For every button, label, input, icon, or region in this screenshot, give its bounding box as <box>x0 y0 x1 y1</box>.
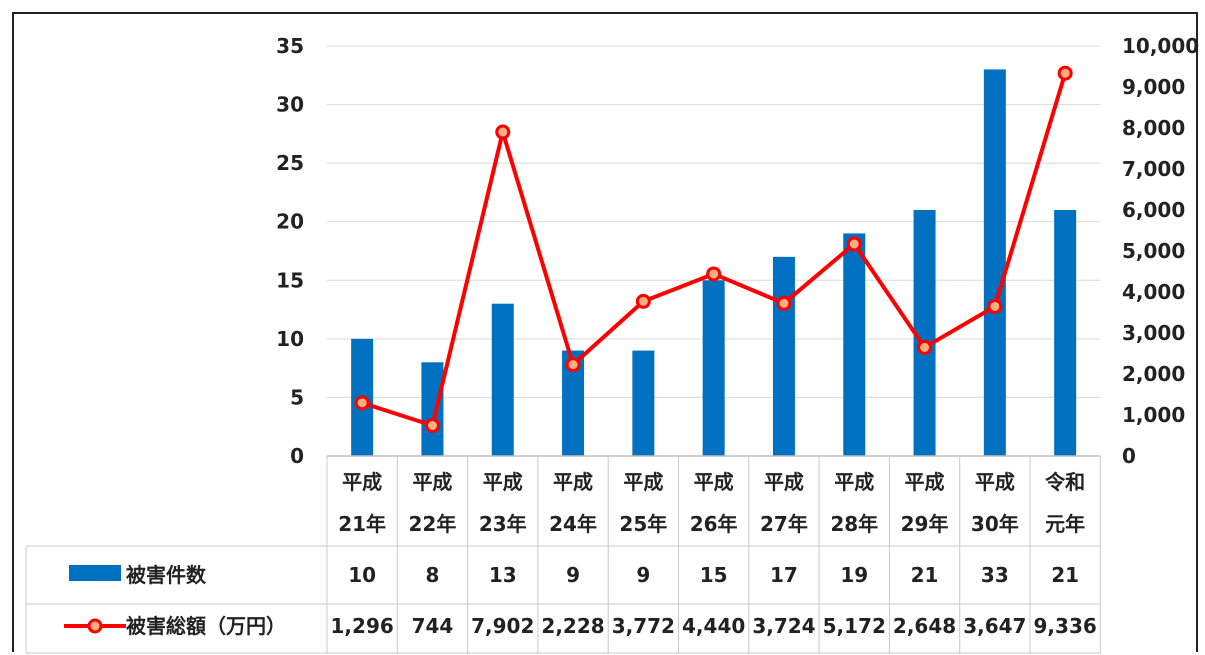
y-left-tick-label: 0 <box>290 444 304 468</box>
y-right-tick-label: 6,000 <box>1122 198 1185 222</box>
line-point <box>495 124 511 140</box>
table-cell: 744 <box>412 614 454 638</box>
combo-chart: 0 5 10 15 20 25 30 35 0 1,000 2,000 3,000 4,000 5,000… <box>25 34 1199 654</box>
category-label: 平成 <box>905 470 945 494</box>
category-label: 平成 <box>834 470 874 494</box>
category-label: 23年 <box>479 512 527 536</box>
category-label: 24年 <box>549 512 597 536</box>
category-label: 28年 <box>830 512 878 536</box>
table-cell: 4,440 <box>682 614 745 638</box>
y-left-tick-label: 25 <box>276 151 304 175</box>
category-label: 29年 <box>901 512 949 536</box>
bar <box>1054 210 1077 456</box>
category-label: 平成 <box>623 470 663 494</box>
table-cell: 9,336 <box>1034 614 1097 638</box>
category-label: 平成 <box>975 470 1015 494</box>
legend-label: 被害件数 <box>126 563 207 587</box>
y-right-tick-label: 1,000 <box>1122 403 1185 427</box>
y-right-tick-label: 0 <box>1122 444 1136 468</box>
y-right-tick-label: 9,000 <box>1122 75 1185 99</box>
category-label: 21年 <box>338 512 386 536</box>
y-left-tick-label: 30 <box>276 93 304 117</box>
table-cell: 3,772 <box>612 614 675 638</box>
line-point <box>776 295 792 311</box>
table-cell: 2,228 <box>541 614 604 638</box>
category-label: 26年 <box>690 512 738 536</box>
category-label: 平成 <box>483 470 523 494</box>
category-label: 平成 <box>412 470 452 494</box>
line-point <box>987 298 1003 314</box>
category-label: 平成 <box>694 470 734 494</box>
y-right-tick-label: 10,000 <box>1122 34 1199 58</box>
table-cell: 10 <box>348 563 376 587</box>
y-right-tick-label: 8,000 <box>1122 116 1185 140</box>
y-left-tick-label: 35 <box>276 34 304 58</box>
bar <box>983 69 1006 456</box>
table-cell: 5,172 <box>823 614 886 638</box>
y-right-tick-label: 4,000 <box>1122 280 1185 304</box>
table-cell: 9 <box>566 563 580 587</box>
y-right-tick-label: 2,000 <box>1122 362 1185 386</box>
bar <box>843 233 866 456</box>
line-point <box>846 236 862 252</box>
y-left-tick-label: 20 <box>276 210 304 234</box>
bar <box>562 350 585 456</box>
table-cell: 2,648 <box>893 614 956 638</box>
table-cell: 7,902 <box>471 614 534 638</box>
table-cell: 1,296 <box>331 614 394 638</box>
category-label: 27年 <box>760 512 808 536</box>
table-cell: 3,647 <box>963 614 1026 638</box>
table-cell: 21 <box>1051 563 1079 587</box>
table-cell: 19 <box>840 563 868 587</box>
category-label: 30年 <box>971 512 1019 536</box>
category-label: 平成 <box>553 470 593 494</box>
chart-frame: 0 5 10 15 20 25 30 35 0 1,000 2,000 3,000 4,000 5,000… <box>12 12 1199 654</box>
bar <box>632 350 655 456</box>
bar <box>491 303 514 456</box>
line-point <box>917 339 933 355</box>
legend-key-marker <box>87 618 103 634</box>
table-cell: 8 <box>425 563 439 587</box>
line-point <box>635 293 651 309</box>
bar <box>702 280 725 456</box>
line-point <box>354 395 370 411</box>
category-label: 令和 <box>1045 470 1085 494</box>
line-point <box>565 357 581 373</box>
category-label: 22年 <box>409 512 457 536</box>
line-point <box>1057 65 1073 81</box>
table-cell: 33 <box>981 563 1009 587</box>
table-cell: 13 <box>489 563 517 587</box>
legend-key-bar <box>69 565 121 581</box>
category-label: 平成 <box>764 470 804 494</box>
bar <box>421 362 444 456</box>
legend-label: 被害総額（万円） <box>126 614 286 638</box>
y-left-tick-label: 10 <box>276 327 304 351</box>
y-left-tick-label: 5 <box>290 385 304 409</box>
line-point <box>706 266 722 282</box>
line-point <box>424 417 440 433</box>
y-left-tick-label: 15 <box>276 268 304 292</box>
bar <box>772 256 795 456</box>
table-cell: 15 <box>700 563 728 587</box>
y-right-tick-label: 3,000 <box>1122 321 1185 345</box>
category-label: 平成 <box>342 470 382 494</box>
y-right-tick-label: 7,000 <box>1122 157 1185 181</box>
table-cell: 17 <box>770 563 798 587</box>
table-cell: 21 <box>911 563 939 587</box>
y-right-tick-label: 5,000 <box>1122 239 1185 263</box>
category-label: 元年 <box>1045 512 1085 536</box>
category-label: 25年 <box>619 512 667 536</box>
bar <box>913 210 936 456</box>
table-cell: 3,724 <box>752 614 815 638</box>
table-cell: 9 <box>636 563 650 587</box>
